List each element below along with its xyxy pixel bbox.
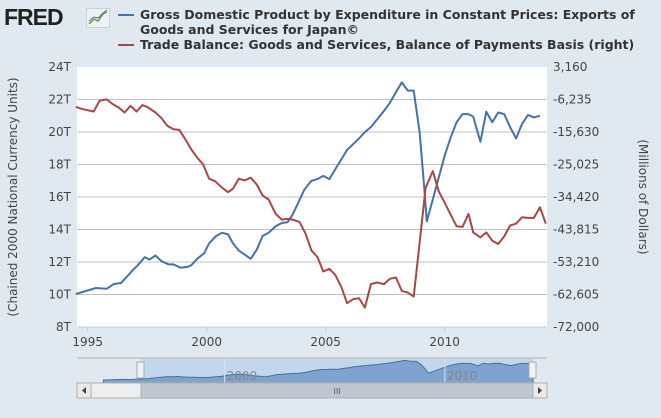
y-right-tick-label: -6,235: [553, 93, 592, 107]
navigator-label: 2000: [227, 369, 258, 383]
navigator[interactable]: 2000 2010 III: [76, 357, 548, 399]
y-left-axis-label: (Chained 2000 National Currency Units): [6, 77, 20, 316]
navigator-area-series: [102, 359, 534, 384]
legend-swatch: [118, 14, 134, 16]
legend-item-exports[interactable]: Gross Domestic Product by Expenditure in…: [118, 7, 658, 37]
y-right-tick-label: -72,000: [553, 320, 599, 334]
y-right-tick-label: -34,420: [553, 190, 599, 204]
y-left-tick-label: 22T: [48, 93, 71, 107]
y-right-tick-label: -25,025: [553, 158, 599, 172]
x-tick-label: 2010: [429, 335, 460, 349]
legend: Gross Domestic Product by Expenditure in…: [118, 7, 658, 52]
fred-logo[interactable]: FRED: [4, 4, 64, 30]
y-right-axis-label: (Millions of Dollars): [636, 139, 650, 254]
y-left-tick-label: 24T: [48, 60, 71, 74]
x-tick-label: 2005: [310, 335, 341, 349]
y-left-tick-label: 20T: [48, 125, 71, 139]
y-right-tick-label: -53,210: [553, 255, 599, 269]
y-left-tick-label: 16T: [48, 190, 71, 204]
navigator-left-handle[interactable]: [136, 361, 145, 379]
y-right-tick-label: -15,630: [553, 125, 599, 139]
y-left-tick-label: 12T: [48, 255, 71, 269]
arrow-right-icon: [538, 387, 542, 394]
scrollbar-grip-icon: III: [333, 387, 340, 396]
x-tick-label: 2000: [191, 335, 222, 349]
navigator-right-handle[interactable]: [528, 361, 537, 379]
y-left-tick-label: 10T: [48, 288, 71, 302]
series-line-exports: [75, 81, 541, 295]
legend-swatch: [118, 44, 134, 46]
y-right-tick-label: -43,815: [553, 223, 599, 237]
y-right-tick-label: -62,605: [553, 288, 599, 302]
x-tick-label: 1995: [72, 335, 103, 349]
arrow-left-icon: [82, 387, 86, 394]
navigator-label: 2010: [447, 369, 478, 383]
legend-item-trade-balance[interactable]: Trade Balance: Goods and Services, Balan…: [118, 37, 658, 52]
y-left-tick-label: 8T: [56, 320, 72, 334]
y-left-tick-label: 14T: [48, 223, 71, 237]
y-left-tick-label: 18T: [48, 158, 71, 172]
series-line-trade-balance: [75, 98, 547, 309]
legend-label: Trade Balance: Goods and Services, Balan…: [140, 37, 635, 52]
y-right-tick-label: 3,160: [553, 60, 587, 74]
line-chart-icon: [86, 8, 110, 28]
legend-label: Gross Domestic Product by Expenditure in…: [140, 7, 635, 37]
